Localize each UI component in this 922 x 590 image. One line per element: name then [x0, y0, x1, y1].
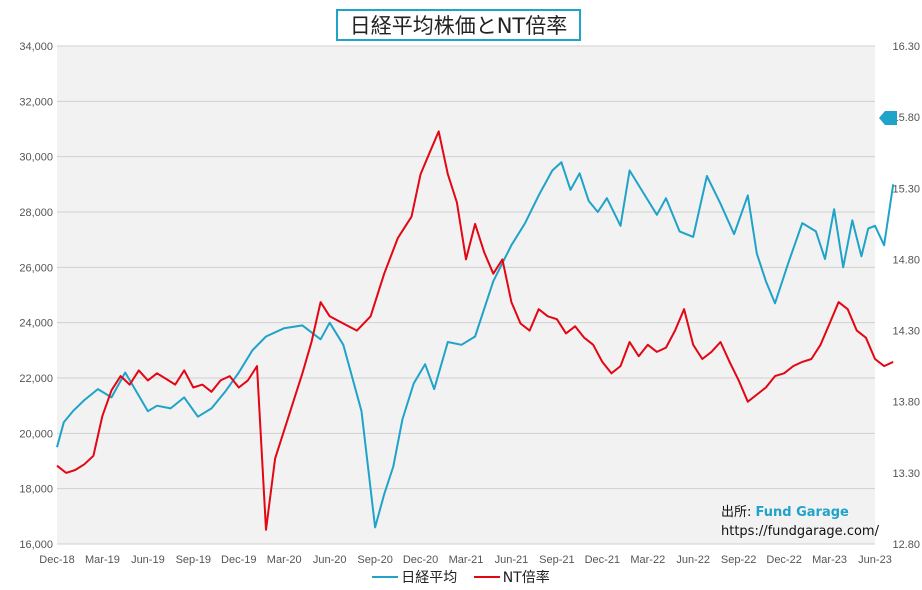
legend-swatch-nikkei: [372, 576, 399, 578]
series-line-nikkei: [56, 161, 895, 529]
legend-label-nikkei: 日経平均: [401, 570, 458, 586]
legend: 日経平均 NT倍率: [0, 566, 922, 587]
x-tick-label-8: Dec-20: [403, 554, 438, 566]
y-left-tick-label-7: 30,000: [19, 152, 53, 164]
gridlines: [57, 45, 875, 545]
y-left-tick-label-3: 22,000: [19, 373, 53, 385]
y-right-tick-label-2: 13.80: [892, 397, 920, 409]
x-tick-label-1: Mar-19: [85, 554, 120, 566]
source-brand: Fund Garage: [755, 505, 849, 520]
y-right-tick-label-7: 16.30: [892, 41, 920, 53]
legend-swatch-nt-ratio: [473, 576, 500, 578]
y-left-tick-label-0: 16,000: [19, 539, 53, 551]
y-left-tick-label-4: 24,000: [19, 318, 53, 330]
y-right-tick-label-6: 15.80: [892, 112, 920, 124]
series-group: [56, 130, 895, 531]
x-tick-label-14: Jun-22: [676, 554, 710, 566]
y-left-tick-label-8: 32,000: [19, 96, 53, 108]
y-right-tick-label-4: 14.80: [892, 254, 920, 266]
y-left-tick-label-1: 18,000: [19, 484, 53, 496]
x-tick-label-0: Dec-18: [39, 554, 74, 566]
source-note: 出所: Fund Garage https://fundgarage.com/: [721, 503, 879, 541]
x-tick-label-4: Dec-19: [221, 554, 256, 566]
current-value-marker-icon: [879, 111, 897, 125]
chart-title: 日経平均株価とNT倍率: [336, 9, 581, 41]
x-tick-label-6: Jun-20: [313, 554, 347, 566]
x-tick-label-11: Sep-21: [539, 554, 574, 566]
plot-area: [57, 46, 875, 544]
x-tick-label-15: Sep-22: [721, 554, 756, 566]
legend-label-nt-ratio: NT倍率: [502, 570, 550, 586]
x-tick-label-3: Sep-19: [176, 554, 211, 566]
x-tick-label-12: Dec-21: [585, 554, 620, 566]
x-tick-label-2: Jun-19: [131, 554, 165, 566]
y-right-tick-label-1: 13.30: [892, 468, 920, 480]
legend-item-nikkei: 日経平均: [372, 567, 457, 587]
y-left-tick-label-6: 28,000: [19, 207, 53, 219]
x-tick-label-16: Dec-22: [766, 554, 801, 566]
series-line-nt-ratio: [56, 130, 894, 531]
y-right-tick-label-0: 12.80: [892, 539, 920, 551]
y-left-tick-label-5: 26,000: [19, 262, 53, 274]
x-tick-label-10: Jun-21: [495, 554, 529, 566]
source-url: https://fundgarage.com/: [721, 524, 879, 539]
x-tick-label-18: Jun-23: [858, 554, 892, 566]
legend-item-nt-ratio: NT倍率: [473, 567, 550, 587]
x-tick-label-7: Sep-20: [357, 554, 392, 566]
y-right-tick-label-5: 15.30: [892, 183, 920, 195]
x-tick-label-13: Mar-22: [630, 554, 665, 566]
y-left-tick-label-9: 34,000: [19, 41, 53, 53]
y-axis-left: 16,000 18,000 20,000 22,000 24,000 26,000 28,0…: [19, 41, 53, 551]
x-axis: Dec-18 Mar-19 Jun-19 Sep-19 Dec-19 Mar-20 Jun-…: [39, 554, 892, 566]
y-axis-right: 12.80 13.30 13.80 14.30 14.80 15.30 15.80 16.30: [892, 41, 920, 551]
x-tick-label-9: Mar-21: [449, 554, 484, 566]
source-label: 出所:: [721, 505, 752, 520]
y-right-tick-label-3: 14.30: [892, 326, 920, 338]
x-tick-label-5: Mar-20: [267, 554, 302, 566]
x-tick-label-17: Mar-23: [812, 554, 847, 566]
y-left-tick-label-2: 20,000: [19, 428, 53, 440]
